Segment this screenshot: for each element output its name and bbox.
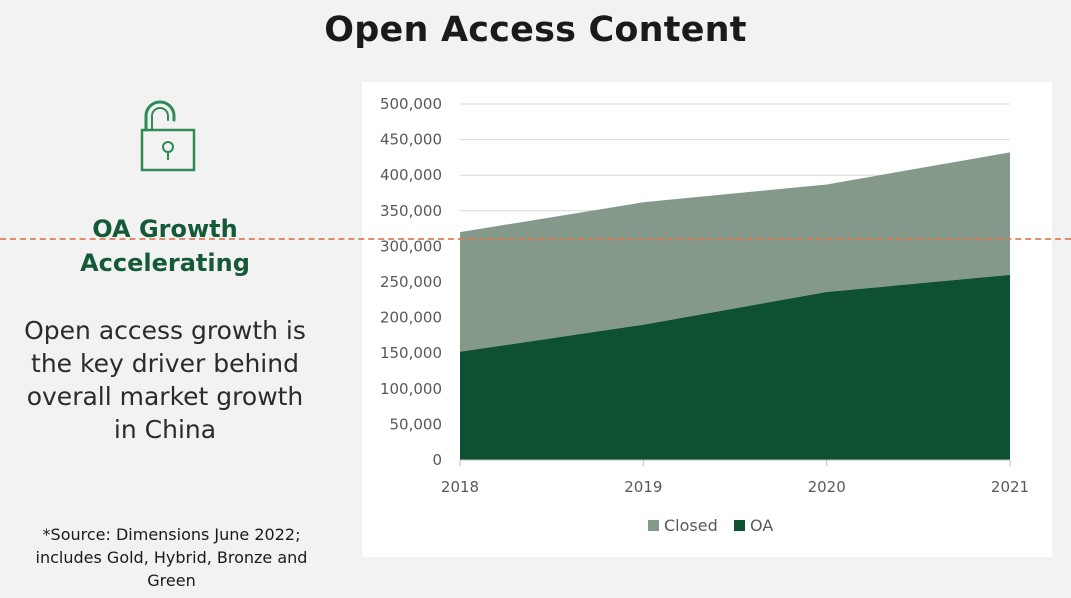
chart-card: 0 50,000 100,000 150,000 200,000 250,000 300,0…: [362, 82, 1052, 557]
y-tick-label: 300,000: [380, 237, 442, 255]
legend-label: Closed: [664, 516, 718, 535]
source-line-2: includes Gold, Hybrid, Bronze and: [35, 548, 308, 567]
y-tick-label: 50,000: [390, 415, 443, 433]
x-tick-label: 2020: [808, 478, 846, 496]
legend-swatch: [648, 520, 659, 531]
dashed-guide-line: [0, 238, 1071, 240]
legend-label: OA: [750, 516, 773, 535]
x-tick-label: 2018: [441, 478, 479, 496]
oa-area: [460, 274, 1010, 460]
y-tick-label: 250,000: [380, 273, 442, 291]
headline: OA Growth Accelerating: [0, 212, 330, 280]
area-series: [460, 152, 1010, 460]
y-tick-label: 150,000: [380, 344, 442, 362]
body-line-2: the key driver behind: [31, 349, 299, 378]
legend: Closed OA: [648, 516, 773, 535]
axes: 0 50,000 100,000 150,000 200,000 250,000 300,0…: [380, 95, 1029, 496]
open-padlock-icon: [140, 100, 196, 172]
x-tick-label: 2021: [991, 478, 1029, 496]
y-tick-label: 450,000: [380, 131, 442, 149]
y-tick-label: 0: [432, 451, 442, 469]
area-chart: 0 50,000 100,000 150,000 200,000 250,000 300,0…: [380, 95, 1029, 535]
legend-swatch: [734, 520, 745, 531]
page-title: Open Access Content: [324, 10, 747, 50]
headline-line-2: Accelerating: [80, 249, 250, 277]
y-tick-label: 400,000: [380, 166, 442, 184]
x-tick-label: 2019: [624, 478, 662, 496]
source-note: *Source: Dimensions June 2022; includes …: [0, 523, 343, 592]
source-line-3: Green: [147, 571, 196, 590]
y-tick-label: 350,000: [380, 202, 442, 220]
headline-line-1: OA Growth: [92, 215, 238, 243]
body-text: Open access growth is the key driver beh…: [0, 314, 330, 446]
body-line-4: in China: [113, 415, 217, 444]
y-tick-label: 100,000: [380, 380, 442, 398]
source-line-1: *Source: Dimensions June 2022;: [42, 525, 301, 544]
body-line-1: Open access growth is: [24, 316, 306, 345]
y-tick-label: 200,000: [380, 309, 442, 327]
summary-panel: OA Growth Accelerating Open access growt…: [0, 90, 335, 598]
closed-area: [460, 152, 1010, 352]
body-line-3: overall market growth: [26, 382, 304, 411]
y-tick-label: 500,000: [380, 95, 442, 113]
